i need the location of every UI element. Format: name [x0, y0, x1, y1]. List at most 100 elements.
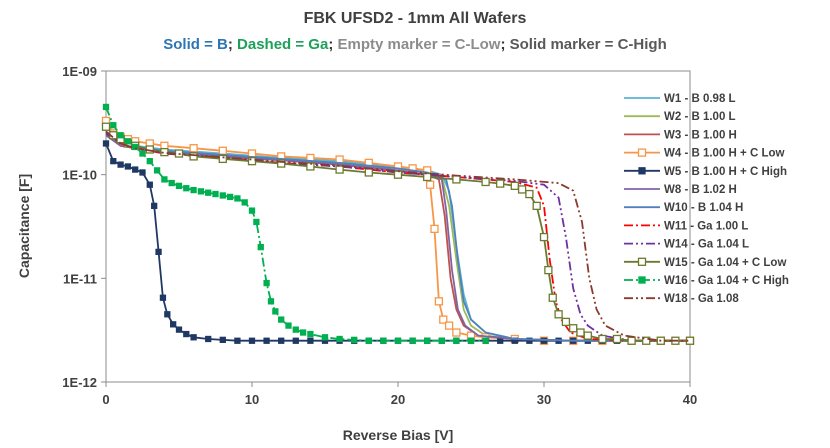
- data-point: [139, 150, 146, 157]
- data-point: [234, 195, 241, 202]
- data-point: [272, 308, 279, 315]
- data-point: [394, 337, 402, 344]
- data-point: [642, 336, 651, 345]
- data-point: [554, 310, 563, 319]
- data-point: [146, 181, 153, 188]
- legend-label: W16 - Ga 1.04 + C High: [664, 275, 789, 287]
- data-point: [277, 159, 286, 168]
- legend-label: W15 - Ga 1.04 + C Low: [664, 257, 786, 269]
- data-point: [190, 334, 197, 341]
- data-point: [241, 199, 248, 206]
- legend-label: W18 - Ga 1.08: [664, 293, 739, 305]
- data-point: [548, 293, 557, 302]
- data-point: [307, 337, 314, 344]
- data-point: [439, 315, 448, 324]
- data-point: [278, 337, 285, 344]
- data-point: [124, 163, 132, 170]
- data-point: [444, 321, 454, 330]
- data-point: [226, 193, 234, 201]
- x-tick-label: 0: [102, 392, 109, 407]
- legend-label: W4 - B 1.00 H + C Low: [664, 148, 785, 160]
- data-point: [425, 180, 435, 189]
- data-point: [424, 337, 431, 344]
- data-point: [263, 279, 270, 287]
- data-point: [467, 337, 475, 344]
- data-point: [218, 154, 227, 164]
- legend-label: W1 - B 0.98 L: [664, 93, 736, 105]
- data-point: [219, 192, 226, 199]
- legend: W1 - B 0.98 L W2 - B 1.00 L W3 - B 1.00 H W…: [624, 93, 789, 305]
- data-point: [453, 337, 460, 344]
- data-point: [430, 224, 439, 234]
- data-point: [627, 336, 636, 345]
- data-point: [598, 334, 607, 344]
- data-point: [183, 330, 190, 338]
- data-point: [481, 177, 490, 187]
- data-point: [517, 185, 527, 194]
- data-point: [539, 232, 549, 242]
- data-point: [189, 152, 198, 161]
- data-point: [576, 328, 585, 337]
- legend-label: W11 - Ga 1.00 L: [664, 220, 748, 232]
- data-point: [263, 337, 270, 344]
- data-point: [219, 336, 226, 344]
- data-point: [168, 179, 175, 187]
- legend-marker: [637, 148, 647, 157]
- data-point: [267, 298, 275, 305]
- subtitle-part-2: Dashed = Ga: [237, 36, 329, 53]
- data-point: [101, 122, 111, 131]
- data-point: [117, 161, 124, 168]
- data-point: [532, 201, 541, 211]
- data-point: [278, 316, 285, 323]
- data-point: [161, 176, 168, 183]
- data-point: [307, 330, 314, 338]
- data-point: [335, 165, 344, 174]
- data-point: [175, 182, 183, 190]
- data-point: [299, 329, 307, 336]
- legend-marker: [637, 257, 647, 266]
- chart-subtitle: Solid = B; Dashed = Ga; Empty marker = C…: [0, 36, 830, 53]
- data-point: [247, 157, 257, 166]
- data-point: [365, 337, 372, 344]
- axis-layer: 0 10 20 30 40 1E-12 1E-11 1E-10 1E-09: [62, 64, 697, 407]
- data-point: [155, 248, 162, 256]
- subtitle-part-1: ;: [227, 36, 238, 53]
- data-point: [285, 322, 292, 329]
- data-point: [175, 326, 183, 333]
- y-tick-label: 1E-10: [62, 168, 97, 183]
- data-point: [218, 146, 227, 155]
- data-point: [212, 190, 219, 198]
- data-point: [205, 189, 212, 196]
- x-axis-label: Reverse Bias [V]: [343, 427, 454, 443]
- data-point: [482, 337, 489, 344]
- data-point: [336, 335, 343, 343]
- data-point: [569, 324, 578, 333]
- data-point: [364, 168, 373, 177]
- data-point: [132, 143, 139, 151]
- data-point: [132, 166, 139, 173]
- data-point: [159, 294, 167, 301]
- subtitle-part-3: ;: [328, 36, 338, 53]
- legend-label: W14 - Ga 1.04 L: [664, 239, 749, 251]
- data-point: [110, 158, 117, 165]
- y-tick-label: 1E-11: [63, 271, 97, 286]
- chart-title: FBK UFSD2 - 1mm All Wafers: [303, 10, 527, 27]
- data-point: [146, 158, 153, 165]
- data-point: [561, 317, 571, 327]
- data-point: [380, 337, 387, 344]
- plot-area: [105, 70, 691, 383]
- data-point: [257, 243, 264, 251]
- data-point: [124, 138, 132, 145]
- data-point: [510, 181, 519, 191]
- data-point: [248, 337, 256, 344]
- data-point: [197, 188, 205, 195]
- data-point: [583, 331, 592, 340]
- data-point: [452, 175, 461, 184]
- data-point: [409, 337, 416, 344]
- data-point: [544, 265, 553, 275]
- legend-marker: [638, 167, 646, 175]
- data-point: [351, 336, 358, 344]
- data-point: [434, 297, 444, 306]
- legend-label: W10 - B 1.04 H: [664, 202, 743, 214]
- data-point: [248, 207, 256, 214]
